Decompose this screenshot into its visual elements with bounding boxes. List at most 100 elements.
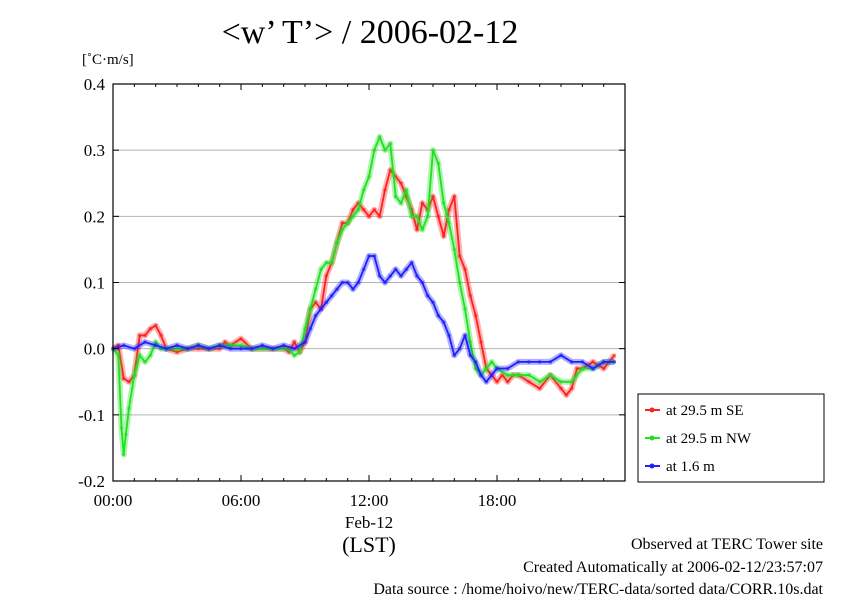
data-point: [361, 267, 366, 272]
data-point: [175, 343, 179, 348]
legend-label: at 29.5 m SE: [666, 403, 744, 419]
y-tick-label: -0.1: [78, 406, 105, 425]
legend-marker: [649, 463, 655, 469]
data-point: [292, 353, 297, 358]
data-point: [393, 174, 398, 179]
data-point: [217, 346, 222, 351]
data-point: [367, 174, 371, 179]
x-axis-label: (LST): [342, 532, 396, 557]
data-point: [121, 452, 126, 457]
y-tick-label: 0.0: [84, 340, 105, 359]
data-point: [409, 260, 414, 265]
y-axis-unit-label: [˚C·m/s]: [82, 52, 134, 68]
x-tick-label: 12:00: [350, 491, 389, 510]
data-point: [431, 300, 435, 305]
chart-title: <w’ T’> / 2006-02-12: [221, 14, 519, 51]
data-point: [569, 386, 574, 391]
data-point: [340, 227, 345, 232]
data-point: [372, 148, 377, 152]
data-point: [388, 141, 393, 146]
data-point: [473, 313, 478, 318]
data-point: [463, 333, 467, 338]
data-point: [415, 214, 419, 219]
data-point: [148, 327, 153, 331]
data-point: [308, 307, 313, 311]
data-point: [468, 293, 473, 298]
data-point: [527, 360, 531, 364]
data-point: [452, 247, 457, 252]
data-point: [132, 373, 137, 377]
data-point: [489, 360, 494, 364]
data-point: [137, 333, 142, 338]
plot-frame: [112, 83, 626, 482]
data-point: [436, 214, 441, 219]
data-point: [313, 287, 318, 291]
data-point: [351, 207, 355, 212]
y-tick-label: 0.2: [84, 207, 105, 226]
data-point: [377, 214, 382, 219]
data-point: [207, 346, 211, 351]
x-date-label: Feb-12: [345, 513, 393, 532]
data-point: [175, 350, 179, 354]
data-point: [559, 353, 563, 358]
data-point: [377, 274, 382, 278]
data-point: [569, 379, 574, 384]
data-point: [441, 234, 446, 238]
data-point: [127, 406, 131, 411]
data-point: [415, 227, 419, 232]
data-point: [527, 373, 531, 377]
data-point: [281, 343, 286, 348]
data-point: [580, 360, 585, 364]
data-point: [436, 161, 441, 166]
data-point: [335, 241, 339, 245]
data-point: [484, 366, 489, 371]
data-point: [260, 343, 265, 348]
x-tick-label: 06:00: [222, 491, 261, 510]
data-point: [575, 366, 579, 371]
data-point: [340, 280, 345, 285]
data-point: [457, 346, 462, 351]
data-point: [319, 267, 323, 272]
axes-layer: -0.2 -0.1 0.0 0.1 0.2 0.3 0.4 00:00 06:00 12:00 18…: [78, 75, 626, 557]
data-point: [297, 350, 302, 354]
data-point: [393, 194, 398, 199]
data-point: [415, 274, 419, 278]
data-point: [345, 221, 350, 225]
data-point: [495, 366, 499, 371]
data-point: [393, 267, 398, 272]
y-tick-label: 0.1: [84, 274, 105, 293]
data-point: [313, 313, 318, 318]
data-point: [537, 360, 542, 364]
data-point: [447, 221, 451, 225]
data-point: [228, 346, 233, 351]
data-point: [516, 360, 521, 364]
data-point: [324, 260, 329, 265]
data-point: [569, 360, 574, 364]
data-point: [463, 267, 467, 272]
data-point: [159, 333, 163, 338]
data-point: [420, 280, 425, 285]
legend-marker: [649, 435, 655, 441]
data-point: [500, 373, 505, 377]
data-point: [303, 340, 307, 344]
data-point: [164, 346, 169, 351]
data-point: [308, 327, 313, 331]
data-point: [388, 274, 393, 278]
data-point: [559, 379, 563, 384]
data-point: [404, 267, 409, 272]
y-tick-label: 0.4: [84, 75, 106, 94]
data-point: [537, 379, 542, 384]
data-point: [260, 346, 265, 351]
data-point: [153, 343, 158, 348]
data-point: [441, 320, 446, 325]
data-point: [473, 366, 478, 371]
series-halo-2: [110, 133, 615, 458]
data-point: [372, 254, 377, 258]
data-point: [137, 353, 142, 358]
data-point: [303, 327, 307, 331]
legend-box: [637, 393, 825, 483]
data-point: [479, 373, 483, 377]
data-point: [143, 340, 147, 344]
data-point: [335, 287, 339, 291]
data-point: [425, 214, 430, 219]
